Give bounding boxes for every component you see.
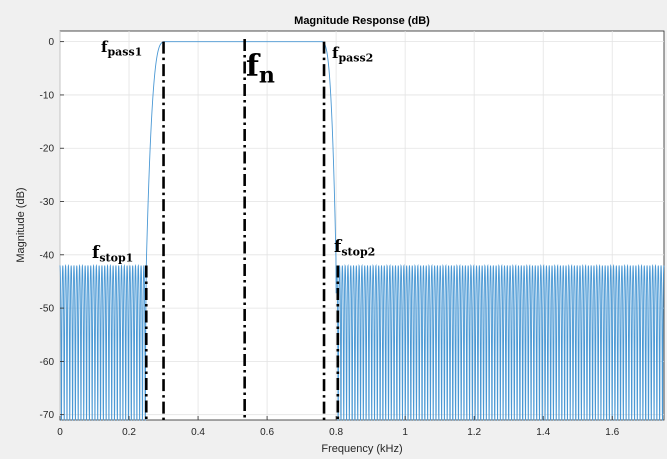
marker-label-sub: n	[259, 63, 275, 89]
marker-label-fn: fn	[246, 49, 275, 89]
x-axis-label: Frequency (kHz)	[321, 443, 402, 455]
marker-label-main: f	[246, 49, 261, 84]
marker-label-sub: pass1	[107, 45, 142, 58]
y-tick-label: -70	[40, 410, 55, 421]
chart-title: Magnitude Response (dB)	[294, 15, 430, 27]
y-tick-label: -60	[40, 357, 55, 368]
marker-label-fstop2: fstop2	[334, 237, 375, 259]
x-tick-label: 0.8	[329, 427, 343, 438]
y-tick-label: -10	[40, 90, 55, 101]
marker-label-sub: pass2	[338, 51, 373, 64]
marker-label-main: f	[92, 243, 101, 263]
y-tick-label: -20	[40, 144, 55, 155]
curve	[59, 41, 665, 421]
x-tick-label: 1.4	[536, 427, 550, 438]
marker-label-main: f	[334, 237, 343, 257]
plot-area	[59, 30, 665, 421]
magnitude-curve	[59, 41, 665, 421]
x-tick-label: 0.4	[191, 427, 205, 438]
x-tick-label: 1.6	[605, 427, 619, 438]
marker-label-fpass2: fpass2	[332, 44, 373, 64]
y-tick-label: -40	[40, 250, 55, 261]
x-tick-label: 1.2	[467, 427, 481, 438]
marker-label-sub: stop1	[99, 252, 133, 265]
x-tick-label: 0.2	[122, 427, 136, 438]
x-tick-label: 0	[57, 427, 63, 438]
marker-label-fstop1: fstop1	[92, 243, 133, 265]
x-tick-label: 0.6	[260, 427, 274, 438]
y-axis-label: Magnitude (dB)	[15, 187, 27, 262]
y-tick-label: 0	[48, 37, 54, 48]
y-tick-label: -30	[40, 197, 55, 208]
marker-label-sub: stop2	[341, 246, 375, 259]
y-tick-label: -50	[40, 304, 55, 315]
marker-label-main: f	[101, 38, 109, 56]
marker-label-fpass1: fpass1	[101, 38, 142, 58]
marker-label-main: f	[332, 44, 340, 62]
x-tick-label: 1	[402, 427, 408, 438]
ticks: 0 0.2 0.4 0.6 0.8 1 1.2 1.4 1.6 0 -10 -20 -30 -40 -50 -…	[40, 37, 620, 438]
